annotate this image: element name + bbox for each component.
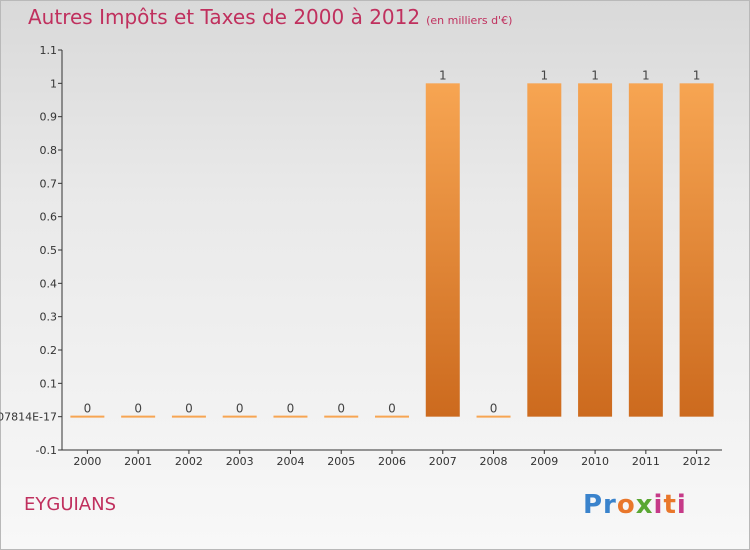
x-tick-label: 2006: [378, 455, 406, 468]
y-tick-label: 0.7: [40, 177, 58, 190]
y-tick-label: 1: [50, 77, 57, 90]
y-tick-label: 0.1: [40, 377, 58, 390]
data-label: 0: [490, 402, 498, 416]
data-label: 0: [337, 402, 345, 416]
y-tick-label: 0.3: [40, 311, 58, 324]
data-label: 0: [388, 402, 396, 416]
y-tick-label: 0.4: [40, 277, 58, 290]
y-tick-label: 0.6: [40, 211, 58, 224]
chart-unit: (en milliers d'€): [426, 14, 513, 27]
data-label: 1: [693, 68, 701, 82]
proxiti-logo: Proxiti: [583, 490, 687, 520]
bar: [527, 83, 562, 417]
x-tick-label: 2000: [73, 455, 101, 468]
x-tick-label: 2001: [124, 455, 152, 468]
y-tick-label: 0.8: [40, 144, 58, 157]
bar: [425, 83, 460, 417]
data-label: 1: [642, 68, 650, 82]
x-tick-label: 2009: [530, 455, 558, 468]
bar: [628, 83, 663, 417]
data-label: 0: [84, 402, 92, 416]
bar: [679, 83, 714, 417]
data-label: 0: [185, 402, 193, 416]
y-tick-label: 1.1: [40, 44, 58, 57]
y-tick-label: -0.1: [36, 444, 57, 457]
data-label: 0: [134, 402, 142, 416]
chart-title: Autres Impôts et Taxes de 2000 à 2012 (en…: [28, 5, 512, 29]
x-tick-label: 2011: [632, 455, 660, 468]
y-tick-label: 1.3877787807814E-17: [0, 411, 57, 424]
data-label: 1: [591, 68, 599, 82]
y-tick-label: 0.2: [40, 344, 58, 357]
y-tick-label: 0.5: [40, 244, 58, 257]
x-tick-label: 2002: [175, 455, 203, 468]
x-tick-label: 2003: [226, 455, 254, 468]
y-tick-label: 0.9: [40, 111, 58, 124]
commune-name: EYGUIANS: [24, 494, 117, 515]
x-tick-label: 2008: [480, 455, 508, 468]
bar: [578, 83, 613, 417]
data-label: 0: [236, 402, 244, 416]
data-label: 1: [540, 68, 548, 82]
data-label: 0: [287, 402, 295, 416]
x-tick-label: 2012: [683, 455, 711, 468]
x-tick-label: 2004: [276, 455, 304, 468]
x-tick-label: 2007: [429, 455, 457, 468]
chart-title-text: Autres Impôts et Taxes de 2000 à 2012: [28, 5, 421, 29]
x-tick-label: 2005: [327, 455, 355, 468]
data-label: 1: [439, 68, 447, 82]
x-tick-label: 2010: [581, 455, 609, 468]
